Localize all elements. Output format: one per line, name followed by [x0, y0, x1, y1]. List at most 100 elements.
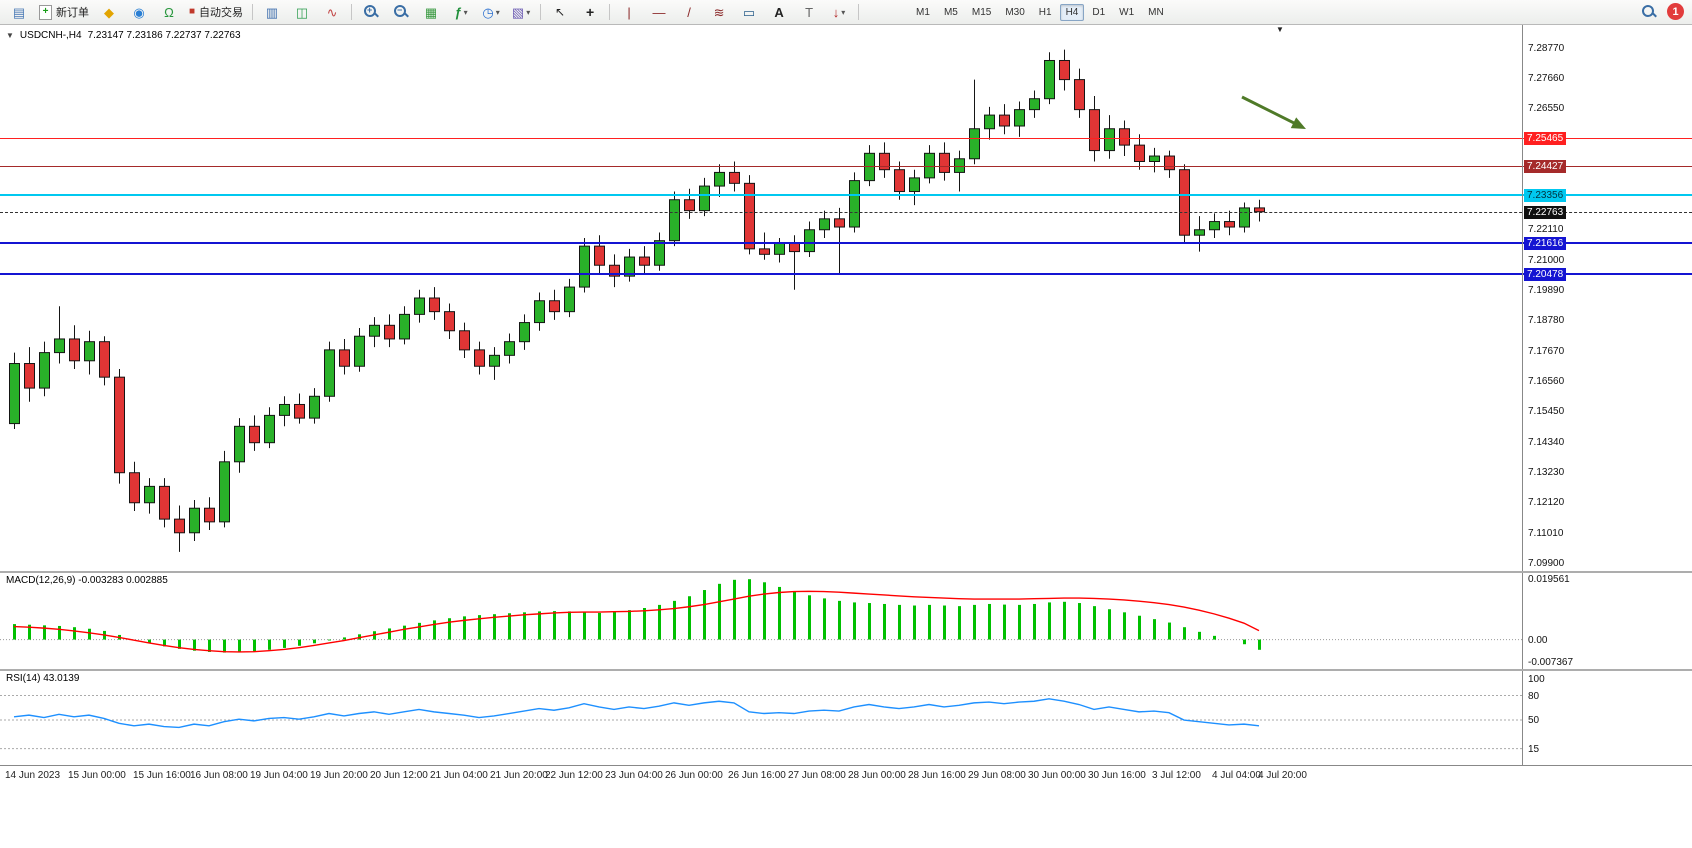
- bars-icon: ▥: [265, 4, 279, 20]
- main-toolbar: ▤ + 新订单 ◆ ◉ Ω ■ 自动交易 ▥ ◫ ∿ + − ▦ ƒ ▾ ◷ ▾ ▧ ▾ ↖ + | — / ≋ ▭ A T ↓ ▾ M1 M5…: [0, 0, 1692, 25]
- periods-button[interactable]: ◷ ▾: [477, 1, 505, 23]
- horizontal-line-7.21616[interactable]: [0, 241, 1692, 244]
- price-axis[interactable]: 7.25465 7.24427 7.23356 7.21616 7.20478 7.227…: [1522, 25, 1692, 765]
- toolbar-items: ▤ + 新订单 ◆ ◉ Ω ■ 自动交易 ▥ ◫ ∿ + − ▦ ƒ ▾ ◷ ▾ ▧ ▾ ↖ + | — / ≋ ▭ A T ↓ ▾ M1 M5…: [0, 0, 1692, 24]
- rsi-panel-splitter[interactable]: [0, 669, 1692, 671]
- timeframe-w1-button[interactable]: W1: [1119, 6, 1135, 18]
- timeframe-toolbar: M1 M5 M15 M30 H1 H4 D1 W1 MN: [909, 3, 1171, 21]
- tile-windows-button[interactable]: ▦: [417, 1, 445, 23]
- timeframe-m15-button[interactable]: M15: [971, 6, 992, 18]
- horizontal-line-7.24427[interactable]: [0, 166, 1692, 168]
- fibo-icon: ≋: [713, 4, 725, 20]
- templates-button[interactable]: ▧ ▾: [507, 1, 535, 23]
- zoomin-icon: +: [363, 4, 379, 20]
- notification-badge[interactable]: 1: [1667, 3, 1684, 20]
- cursor-button[interactable]: ↖: [546, 1, 574, 23]
- timeframe-h1-button[interactable]: H1: [1038, 6, 1052, 18]
- main-chart-panel: ▼ USDCNH-,H4 7.23147 7.23186 7.22737 7.2…: [0, 25, 1522, 571]
- price-axis-label: 7.14340: [1528, 436, 1565, 448]
- horizontal-line-button[interactable]: —: [645, 1, 673, 23]
- crosshair-icon: +: [585, 4, 595, 20]
- rsi-axis-label: 100: [1528, 674, 1545, 686]
- trend-arrow-annotation[interactable]: [1241, 95, 1306, 129]
- macd-label: MACD(12,26,9) -0.003283 0.002885: [6, 575, 168, 586]
- arrows-button[interactable]: ↓ ▾: [825, 1, 853, 23]
- dropdown-caret-icon: ▾: [526, 7, 531, 17]
- zoomout-sign: −: [397, 5, 403, 15]
- support-button[interactable]: Ω: [155, 1, 183, 23]
- trendline-button[interactable]: /: [675, 1, 703, 23]
- time-axis-label: 15 Jun 00:00: [68, 770, 126, 781]
- price-tag-7.21616: 7.21616: [1524, 236, 1567, 250]
- trendline-icon: /: [687, 4, 691, 20]
- timeframe-d1-button[interactable]: D1: [1092, 6, 1106, 18]
- candle-chart-button[interactable]: ◫: [288, 1, 316, 23]
- timeframe-m5-button[interactable]: M5: [943, 6, 958, 18]
- toolbar-separator: [540, 4, 542, 20]
- timeframe-h4-button[interactable]: H4: [1059, 3, 1085, 21]
- line-chart-button[interactable]: ∿: [318, 1, 346, 23]
- main-chart-canvas[interactable]: [0, 25, 1522, 571]
- text-button[interactable]: A: [765, 1, 793, 23]
- price-axis-label: 7.26550: [1528, 103, 1565, 115]
- zoom-out-button[interactable]: −: [387, 1, 415, 23]
- shapes-button[interactable]: ▭: [735, 1, 763, 23]
- price-axis-label: 7.15450: [1528, 406, 1565, 418]
- rsi-panel: RSI(14) 43.0139: [0, 671, 1522, 765]
- chart-shift-marker[interactable]: ▼: [1276, 25, 1284, 34]
- rsi-canvas[interactable]: [0, 671, 1522, 765]
- tiles-icon: ▦: [424, 4, 438, 20]
- linechart-icon: ∿: [326, 4, 338, 20]
- macd-canvas[interactable]: [0, 573, 1522, 669]
- text-label-button[interactable]: T: [795, 1, 823, 23]
- rsi-axis-label: 15: [1528, 743, 1540, 755]
- price-tag-7.25465: 7.25465: [1524, 131, 1567, 145]
- chart-icon: ▤: [12, 4, 26, 20]
- macd-panel: MACD(12,26,9) -0.003283 0.002885: [0, 573, 1522, 669]
- time-axis-label: 20 Jun 12:00: [370, 770, 428, 781]
- time-axis-label: 30 Jun 00:00: [1028, 770, 1086, 781]
- price-axis-label: 7.17670: [1528, 345, 1565, 357]
- macd-signal-line: [13, 590, 1260, 653]
- rsi-line: [13, 698, 1260, 729]
- timeframe-m30-button[interactable]: M30: [1005, 6, 1025, 18]
- autotrading-button[interactable]: ■ 自动交易: [185, 1, 247, 23]
- vertical-line-button[interactable]: |: [615, 1, 643, 23]
- toolbar-right-group: 1: [1641, 3, 1684, 20]
- metaeditor-button[interactable]: ◆: [95, 1, 123, 23]
- macd-axis-label: -0.007367: [1528, 657, 1574, 669]
- toolbar-separator: [252, 4, 254, 20]
- crosshair-button[interactable]: +: [576, 1, 604, 23]
- time-axis-label: 28 Jun 00:00: [848, 770, 906, 781]
- symbol-period-label: USDCNH-,H4: [19, 30, 82, 41]
- time-axis-label: 26 Jun 16:00: [728, 770, 786, 781]
- horizontal-line-7.20478[interactable]: [0, 273, 1692, 276]
- fibonacci-button[interactable]: ≋: [705, 1, 733, 23]
- time-axis-label: 28 Jun 16:00: [908, 770, 966, 781]
- price-axis-label: 7.27660: [1528, 72, 1565, 84]
- horizontal-line-7.25465[interactable]: [0, 137, 1692, 139]
- horizontal-line-7.23356[interactable]: [0, 194, 1692, 197]
- macd-panel-splitter[interactable]: [0, 571, 1692, 573]
- time-axis-label: 30 Jun 16:00: [1088, 770, 1146, 781]
- time-axis-label: 26 Jun 00:00: [665, 770, 723, 781]
- zoom-in-button[interactable]: +: [357, 1, 385, 23]
- time-axis-label: 23 Jun 04:00: [605, 770, 663, 781]
- time-axis[interactable]: 14 Jun 2023 15 Jun 00:00 15 Jun 16:00 16 Ju…: [0, 765, 1692, 788]
- time-axis-label: 19 Jun 20:00: [310, 770, 368, 781]
- new-order-button[interactable]: + 新订单: [35, 1, 93, 23]
- indicators-button[interactable]: ƒ ▾: [447, 1, 475, 23]
- timeframe-mn-button[interactable]: MN: [1148, 6, 1164, 18]
- rsi-axis-label: 50: [1528, 715, 1540, 727]
- market-button[interactable]: ◉: [125, 1, 153, 23]
- one-click-trading-toggle[interactable]: ▼: [6, 31, 14, 40]
- timeframe-m1-button[interactable]: M1: [916, 6, 930, 18]
- search-icon[interactable]: [1641, 4, 1657, 20]
- text-icon: A: [774, 4, 784, 20]
- time-axis-label: 29 Jun 08:00: [968, 770, 1026, 781]
- toolbar-separator: [351, 4, 353, 20]
- new-chart-button[interactable]: ▤: [5, 1, 33, 23]
- hline-icon: —: [652, 4, 666, 20]
- price-axis-label: 7.28770: [1528, 42, 1565, 54]
- bar-chart-button[interactable]: ▥: [258, 1, 286, 23]
